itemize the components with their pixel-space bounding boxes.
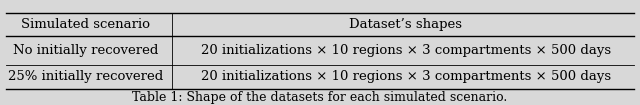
Text: Table 1: Shape of the datasets for each simulated scenario.: Table 1: Shape of the datasets for each …	[132, 91, 508, 104]
Text: Dataset’s shapes: Dataset’s shapes	[349, 18, 462, 31]
Text: 20 initializations × 10 regions × 3 compartments × 500 days: 20 initializations × 10 regions × 3 comp…	[201, 44, 611, 57]
Text: No initially recovered: No initially recovered	[13, 44, 159, 57]
Text: Simulated scenario: Simulated scenario	[21, 18, 150, 31]
Text: 20 initializations × 10 regions × 3 compartments × 500 days: 20 initializations × 10 regions × 3 comp…	[201, 70, 611, 83]
Text: 25% initially recovered: 25% initially recovered	[8, 70, 163, 83]
